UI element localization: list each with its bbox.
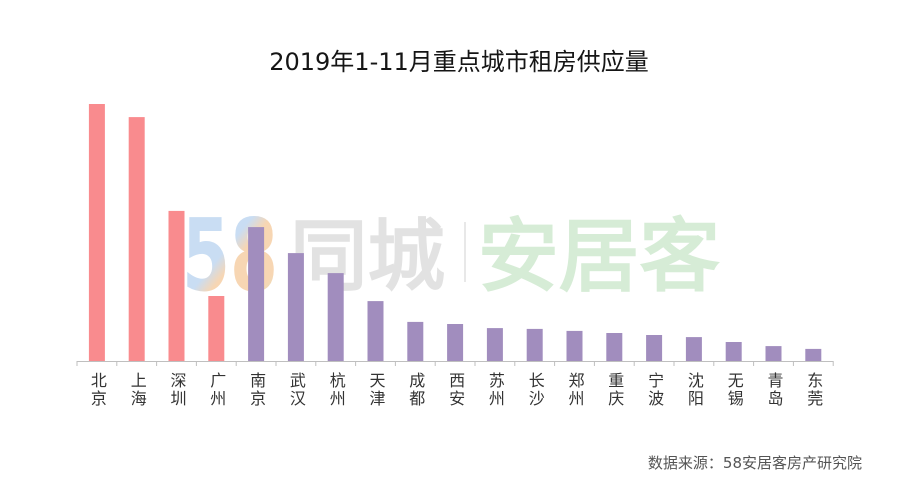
- bar-wuxi: [725, 342, 742, 361]
- bar-chongqing: [606, 333, 623, 361]
- watermark-brand: 安居客: [478, 210, 720, 303]
- bar-wuhan: [287, 253, 304, 361]
- watermark-logo: 58 同城 安居客: [182, 197, 720, 314]
- bar-changsha: [526, 328, 543, 361]
- bar-xian: [447, 324, 464, 361]
- bar-hangzhou: [327, 273, 344, 361]
- bar-chengdu: [407, 321, 424, 361]
- bar-beijing: [88, 104, 105, 361]
- bar-tianjin: [367, 301, 384, 361]
- bar-shenyang: [685, 337, 702, 361]
- bar-series: [88, 104, 822, 361]
- bar-ningbo: [646, 335, 663, 361]
- bar-guangzhou: [208, 296, 225, 361]
- bar-nanjing: [248, 227, 265, 361]
- bar-zhengzhou: [566, 330, 583, 361]
- bar-shenzhen: [168, 210, 185, 361]
- bar-shanghai: [128, 117, 145, 361]
- chart-title: 2019年1-11月重点城市租房供应量: [269, 48, 649, 76]
- x-axis-ticks: [76, 361, 834, 366]
- watermark-logo-name: 同城: [290, 212, 445, 302]
- bar-qingdao: [765, 346, 782, 361]
- data-source-note: 数据来源：58安居客房产研究院: [647, 454, 862, 472]
- bar-suzhou: [486, 328, 503, 361]
- bar-dongguan: [805, 348, 822, 361]
